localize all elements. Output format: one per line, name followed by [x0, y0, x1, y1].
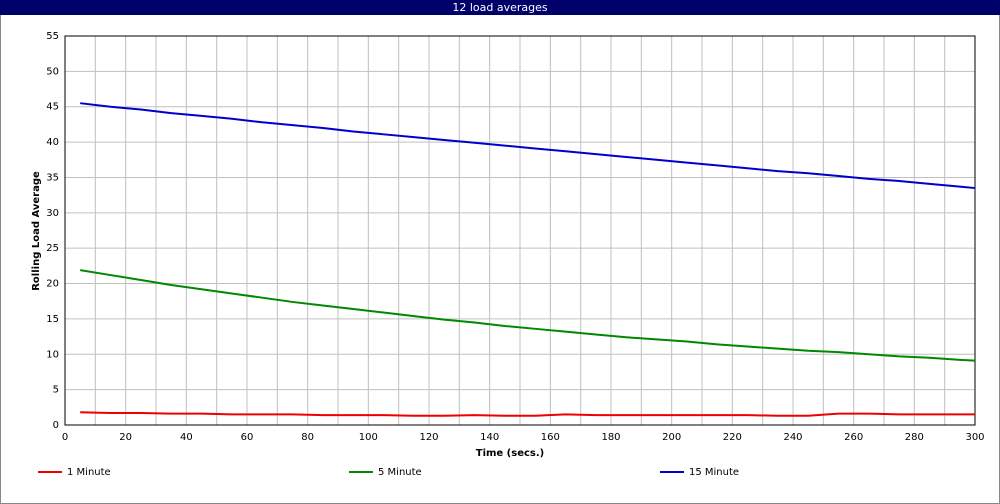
y-tick-label: 25 [46, 243, 59, 254]
x-tick-label: 80 [301, 432, 314, 443]
x-tick-label: 100 [359, 432, 378, 443]
legend-label: 15 Minute [689, 467, 739, 478]
x-tick-label: 240 [783, 432, 802, 443]
x-axis-label: Time (secs.) [476, 448, 545, 459]
x-tick-label: 120 [419, 432, 438, 443]
x-tick-label: 260 [844, 432, 863, 443]
x-tick-label: 60 [241, 432, 254, 443]
title-bar [0, 0, 1000, 15]
y-tick-label: 30 [46, 208, 59, 219]
y-tick-label: 15 [46, 314, 59, 325]
chart-title: 12 load averages [452, 1, 548, 14]
legend-label: 5 Minute [378, 467, 422, 478]
y-tick-label: 55 [46, 31, 59, 42]
series-line [80, 411, 975, 417]
y-tick-label: 35 [46, 172, 59, 183]
y-tick-label: 10 [46, 349, 59, 360]
x-tick-label: 160 [541, 432, 560, 443]
y-tick-label: 50 [46, 66, 59, 77]
y-tick-label: 40 [46, 137, 59, 148]
x-tick-label: 0 [62, 432, 68, 443]
x-tick-label: 40 [180, 432, 193, 443]
x-tick-label: 220 [723, 432, 742, 443]
x-tick-label: 280 [905, 432, 924, 443]
y-tick-label: 5 [53, 385, 59, 396]
y-tick-label: 20 [46, 279, 59, 290]
series-line [80, 102, 976, 190]
y-tick-label: 45 [46, 102, 59, 113]
x-tick-label: 20 [119, 432, 132, 443]
y-axis-label: Rolling Load Average [31, 171, 42, 291]
y-tick-label: 0 [53, 420, 59, 431]
x-tick-label: 180 [601, 432, 620, 443]
x-tick-label: 200 [662, 432, 681, 443]
plot-border [64, 35, 976, 426]
series-line [80, 269, 976, 362]
x-tick-label: 300 [965, 432, 984, 443]
legend-label: 1 Minute [67, 467, 111, 478]
x-tick-label: 140 [480, 432, 499, 443]
